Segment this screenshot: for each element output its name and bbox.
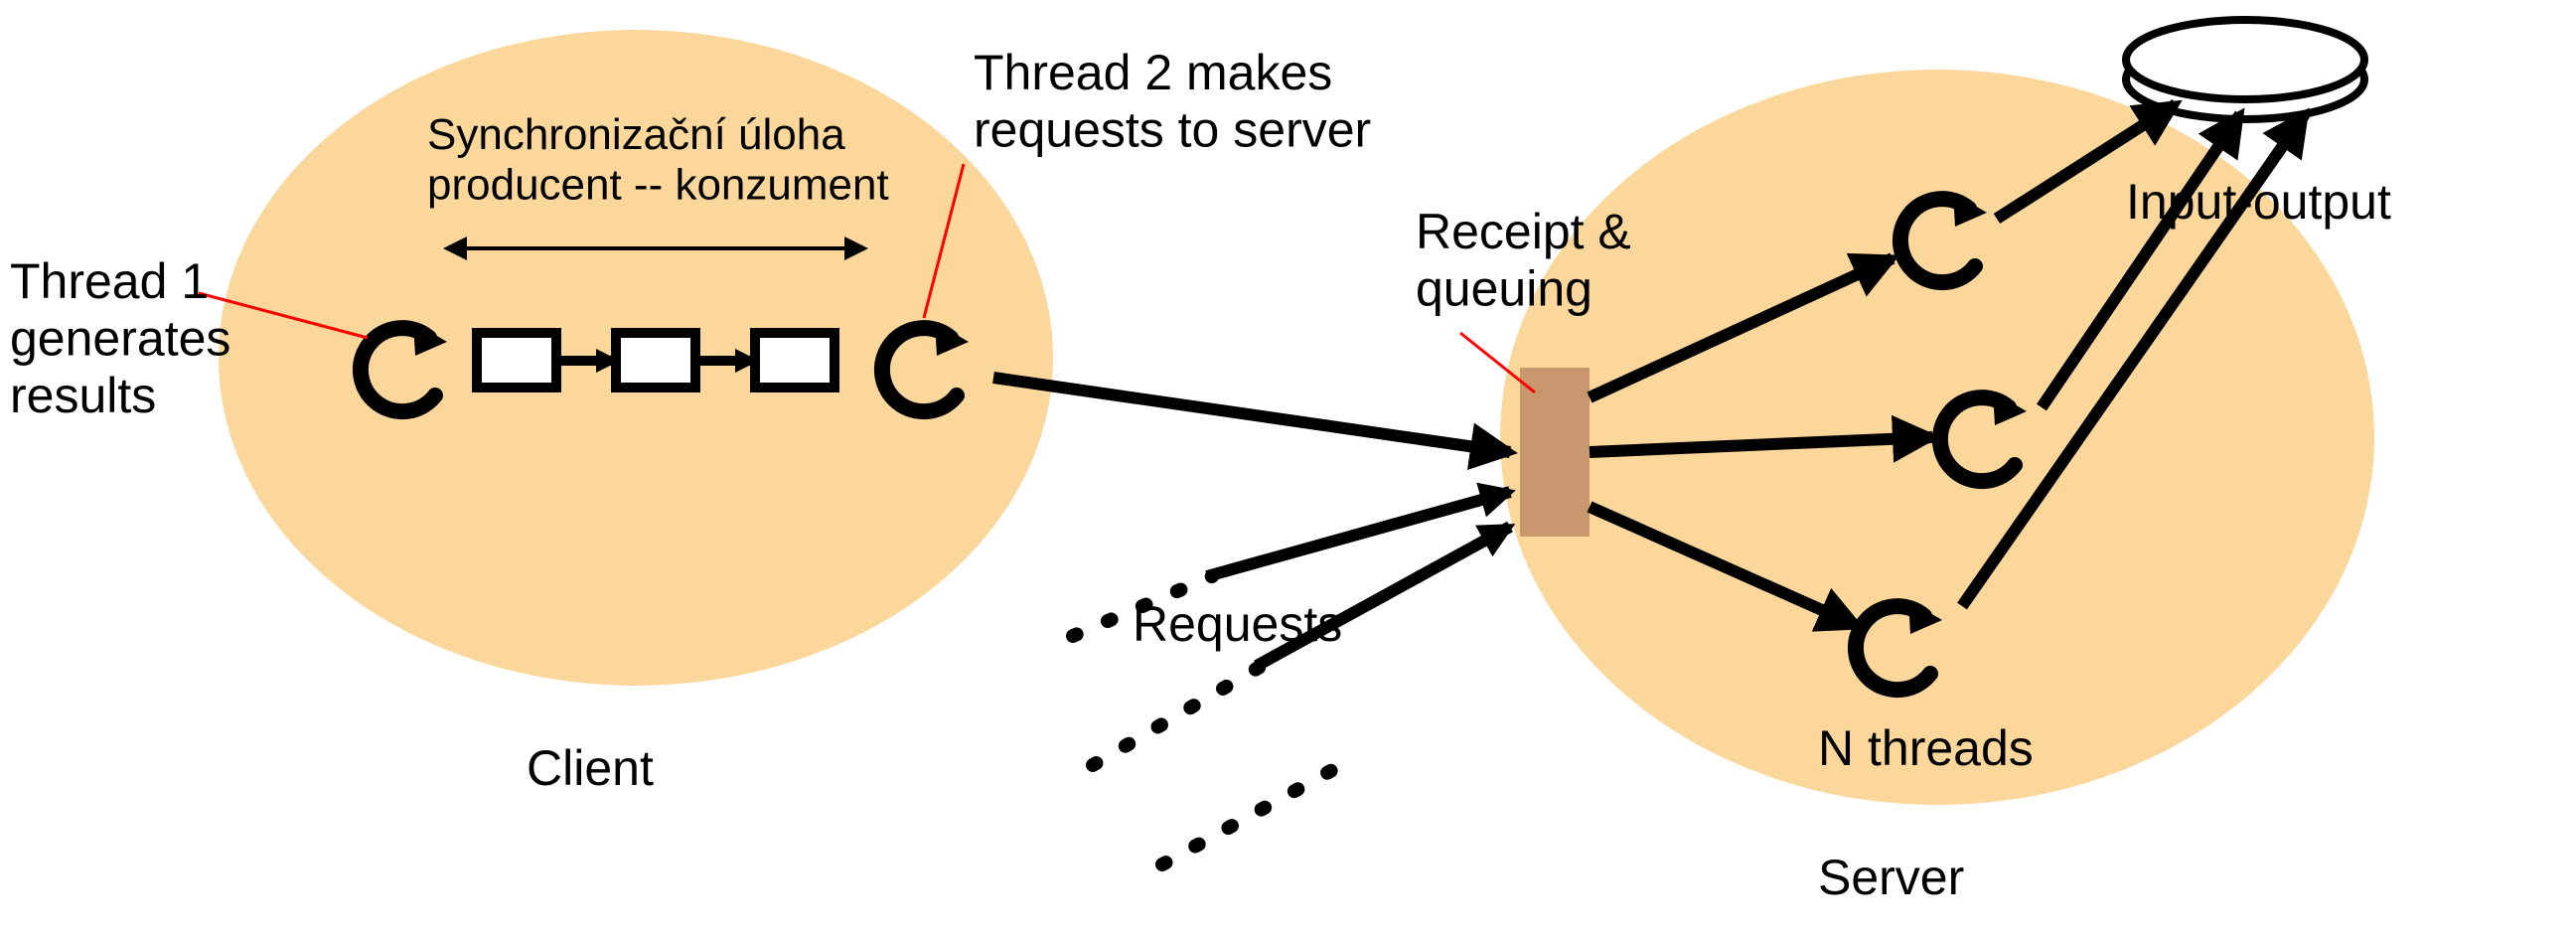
server-label: Server	[1818, 850, 1964, 905]
thread2-label: Thread 2 makesrequests to server	[974, 45, 1371, 158]
buffer-box-2	[616, 333, 695, 388]
buffer-box-3	[755, 333, 834, 388]
dotted-request-2	[1093, 666, 1262, 765]
disk-icon	[2126, 20, 2364, 119]
buffer-box-1	[477, 333, 556, 388]
sync-label: Synchronizační úlohaproducent -- konzume…	[427, 110, 889, 210]
requests-label: Requests	[1133, 596, 1342, 652]
io-label: Input-output	[2126, 174, 2391, 230]
dotted-request-3	[1162, 765, 1341, 864]
arrow-request-2	[1207, 492, 1510, 576]
client-label: Client	[527, 740, 654, 796]
thread1-label: Thread 1generatesresults	[10, 253, 230, 423]
queue-rect	[1520, 368, 1590, 537]
nthreads-label: N threads	[1818, 720, 2034, 776]
arrow-client-to-queue	[993, 378, 1510, 452]
